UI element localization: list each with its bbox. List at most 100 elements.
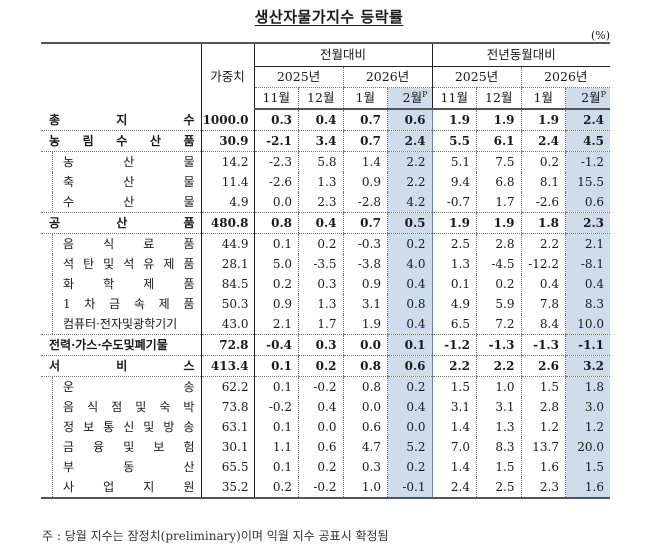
label-char: 품 [183,297,195,311]
yoy-value-cell: 2.2 [476,355,521,377]
label-char: 정 [63,420,75,434]
yoy-value-cell: -12.2 [520,254,566,274]
table-row: 공 산 품 480.8 0.8 0.4 0.7 0.5 1.9 1.9 1.8 2.3 [41,212,610,234]
label-char: 제 [143,277,155,291]
mom-value-cell: 0.2 [298,355,343,377]
yoy-value-cell: 1.9 [432,109,477,131]
yoy-value-cell: 0.1 [450,277,470,291]
mom-value-cell: 0.0 [254,192,299,213]
yoy-value-cell: 2.4 [520,130,566,152]
footnote: 주 : 당월 지수는 잠정치(preliminary)이며 익월 지수 공표시 … [42,529,389,543]
yoy-value-cell: 2.5 [450,237,470,251]
label-char: 산 [116,216,128,230]
weight-cell: 1000.0 [201,109,255,131]
yoy-value-cell: 3.2 [565,355,610,377]
yoy-value-cell: 9.4 [450,175,470,189]
table-row: 화 학 제 품 84.5 0.2 0.3 0.9 0.4 0.1 0.2 0.4 0.4 [41,274,610,294]
mom-value-cell: -0.3 [342,233,388,254]
yoy-value-cell: 2.5 [476,477,521,499]
yoy-value-cell: 1.8 [520,212,566,234]
mom-value-cell: 0.2 [298,233,343,254]
yoy-value-cell: 2.3 [520,477,566,499]
preliminary-mark: P [600,89,606,99]
label-char: 지 [143,480,155,494]
yoy-value-cell: -1.2 [565,151,610,172]
label-char: 보 [83,420,95,434]
label-char: 품 [183,237,195,251]
label-char: 송 [183,420,195,434]
mom-value-cell: 0.1 [254,355,299,377]
mom-value-cell: 3.4 [298,130,343,152]
yoy-value-cell: 15.5 [565,172,610,192]
label-char: 및 [143,420,155,434]
label-char: 음 [63,237,75,251]
weight-cell: 73.8 [201,397,255,417]
header-year-2025-mom: 2025년 [254,66,343,88]
mom-value-cell: 0.1 [272,237,292,251]
mom-value-cell: 0.0 [342,397,388,417]
month-label: 2월 [581,90,601,105]
header-year-2026-mom: 2026년 [342,66,433,88]
mom-value-cell: -0.2 [268,400,292,414]
yoy-value-cell: -0.7 [432,192,477,213]
mom-value-cell: 0.0 [387,417,433,437]
yoy-value-cell: 1.9 [476,109,521,131]
label-char: 및 [103,257,115,271]
yoy-value-cell: 8.3 [476,437,521,457]
weight-cell: 11.4 [201,172,255,192]
weight-cell: 50.3 [201,294,255,314]
yoy-value-cell: 7.5 [476,151,521,172]
yoy-value-cell: 1.9 [476,212,521,234]
label-char: 업 [103,480,115,494]
table-row: 1 차 금 속 제 품 50.3 0.9 1.3 3.1 0.8 4.9 5.9 7.8 8.3 [41,294,610,314]
label-char: 물 [183,175,195,189]
mom-value-cell: 0.5 [387,212,433,234]
mom-value-cell: 4.2 [387,192,433,213]
weight-cell: 35.2 [201,477,255,499]
row-label: 전력·가스·수도및폐기물 [41,334,202,356]
table-row: 음 식 점 및 숙 박 73.8 -0.2 0.4 0.0 0.4 3.1 3.1 2.8 3.0 [41,397,610,417]
yoy-value-cell: 4.9 [450,297,470,311]
mom-value-cell: 0.9 [342,172,388,192]
label-char: 서 [49,359,61,373]
mom-value-cell: 4.0 [387,254,433,274]
yoy-value-cell: 6.1 [476,130,521,152]
yoy-value-cell: 7.8 [520,294,566,314]
yoy-value-cell: 0.2 [520,151,566,172]
label-char: 금 [63,440,75,454]
label-char: 총 [49,112,61,127]
label-char: 방 [163,420,175,434]
yoy-value-cell: 1.9 [432,212,477,234]
yoy-value-cell: -2.6 [520,192,566,213]
weight-cell: 63.1 [201,417,255,437]
table-title: 생산자물가지수 등락률 [254,8,404,26]
label-char: 축 [63,175,75,189]
label-char: 사 [63,480,75,494]
yoy-value-cell: 8.3 [565,294,610,314]
label-char: 송 [183,380,195,394]
mom-value-cell: 0.2 [387,233,433,254]
label-char: 부 [63,460,75,474]
table-row: 금 융 및 보 험 30.1 1.1 0.6 4.7 5.2 7.0 8.3 13.7 20.0 [41,437,610,457]
yoy-value-cell: 2.4 [565,109,610,131]
yoy-value-cell: 7.0 [450,440,470,454]
mom-value-cell: 0.6 [387,355,433,377]
label-char: 산 [149,134,161,148]
label-char: 융 [93,440,105,454]
yoy-value-cell: 6.8 [476,172,521,192]
preliminary-mark: P [422,89,428,99]
label-char: 전력·가스·수도및폐기물 [49,338,168,352]
mom-value-cell: 0.7 [342,109,388,131]
mom-value-cell: 0.4 [387,274,433,294]
mom-value-cell: 5.8 [298,151,343,172]
label-char: 물 [183,155,195,169]
label-char: 및 [123,440,135,454]
yoy-value-cell: 5.9 [476,294,521,314]
yoy-value-cell: 0.6 [565,192,610,213]
mom-value-cell: 0.1 [272,420,292,434]
yoy-value-cell: 1.9 [520,109,566,131]
mom-value-cell: 0.0 [298,417,343,437]
